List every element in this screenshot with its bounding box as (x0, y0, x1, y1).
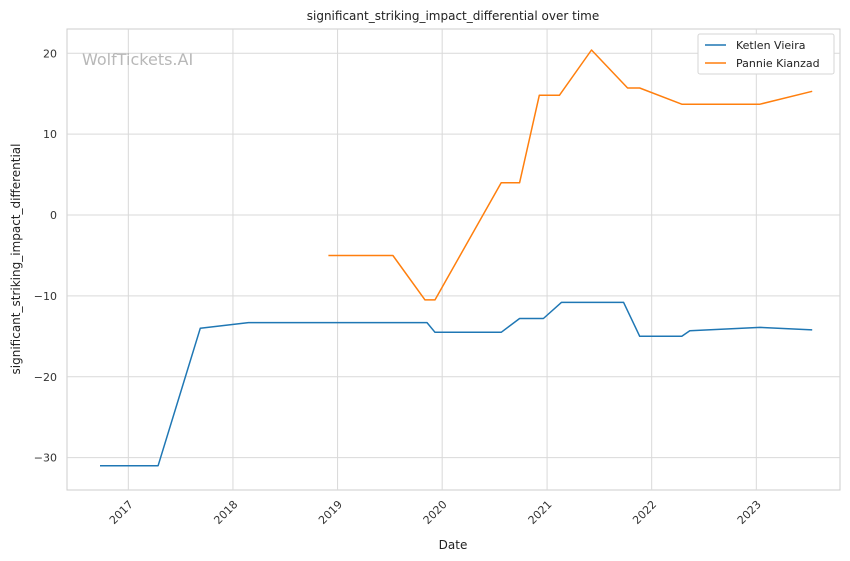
y-tick-label: 10 (43, 128, 57, 141)
series-line-pannie-kianzad (328, 49, 813, 301)
x-tick-label: 2019 (316, 498, 345, 527)
watermark: WolfTickets.AI (82, 50, 193, 69)
y-tick-label: −10 (34, 290, 57, 303)
legend-label-pannie-kianzad: Pannie Kianzad (736, 57, 820, 70)
x-tick-label: 2020 (421, 498, 450, 527)
x-tick-label: 2021 (526, 498, 555, 527)
x-tick-label: 2017 (107, 498, 136, 527)
y-tick-label: 20 (43, 47, 57, 60)
x-grid (127, 29, 757, 490)
legend-box (697, 33, 835, 75)
x-tick-label: 2022 (630, 498, 659, 527)
plot-area (66, 28, 841, 491)
y-tick-label: 0 (50, 209, 57, 222)
x-tick-label: 2018 (211, 498, 240, 527)
legend-label-ketlen-vieira: Ketlen Vieira (736, 39, 805, 52)
y-tick-labels: −30 −20 −10 0 10 20 (34, 47, 57, 464)
y-tick-label: −20 (34, 371, 57, 384)
y-tick-label: −30 (34, 452, 57, 465)
x-axis-title: Date (439, 538, 468, 552)
x-tick-labels: 2017 2018 2019 2020 2021 2022 2023 (107, 498, 764, 527)
chart-title: significant_striking_impact_differential… (307, 9, 599, 23)
y-axis-title: significant_striking_impact_differential (9, 144, 23, 375)
legend: Ketlen Vieira Pannie Kianzad (697, 33, 835, 75)
x-tick-label: 2023 (735, 498, 764, 527)
series-line-ketlen-vieira (100, 301, 813, 467)
series-lines (100, 49, 813, 467)
